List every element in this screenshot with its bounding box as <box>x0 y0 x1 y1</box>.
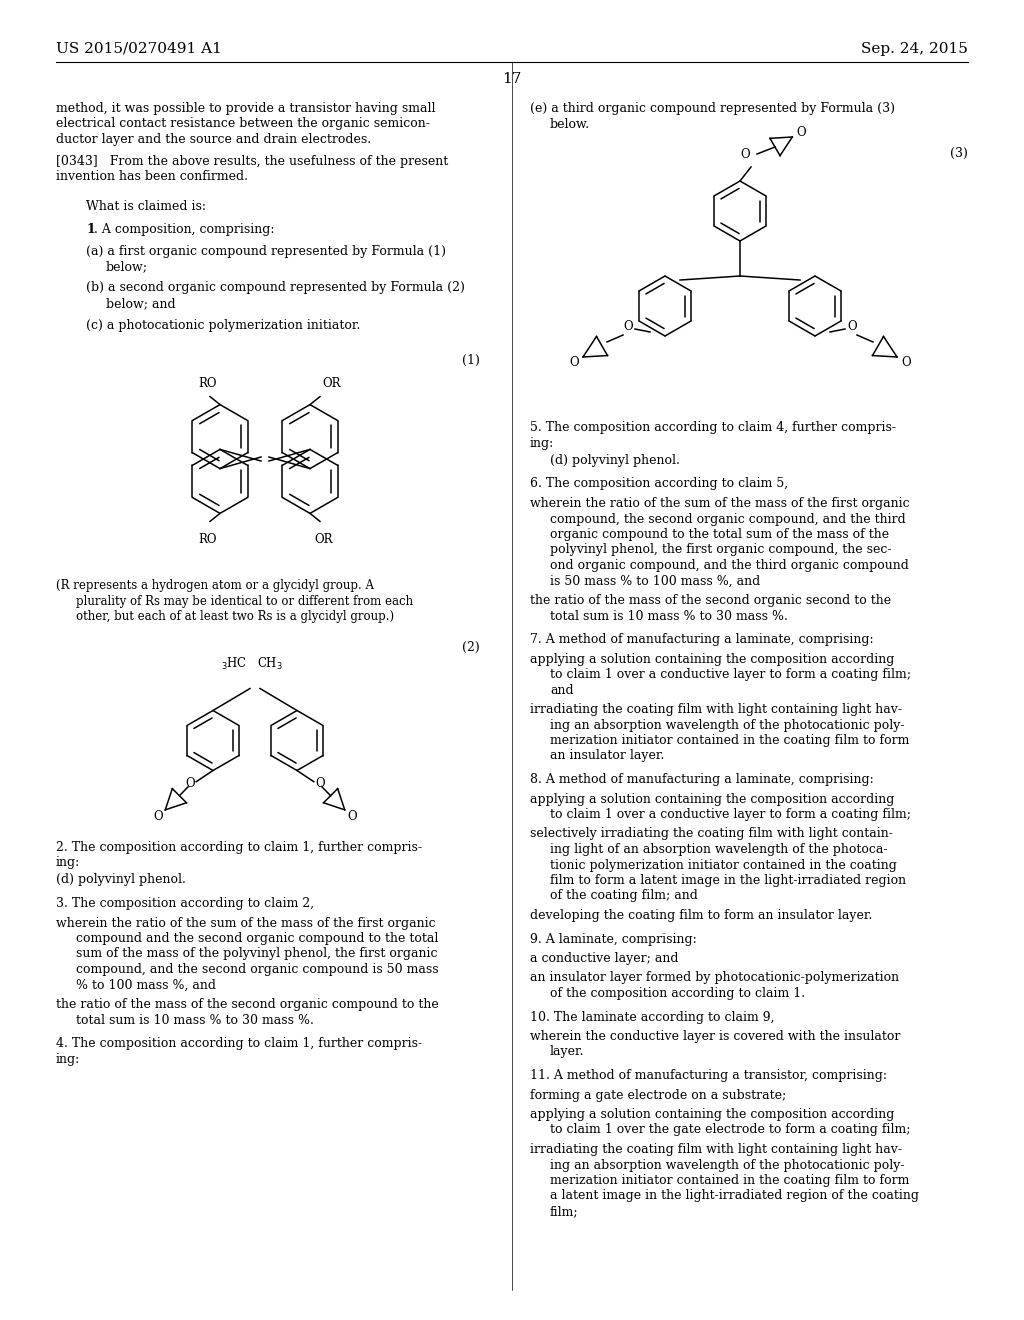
Text: $_3$HC: $_3$HC <box>221 656 247 672</box>
Text: O: O <box>624 321 633 334</box>
Text: ing:: ing: <box>56 1052 80 1065</box>
Text: 10. The laminate according to claim 9,: 10. The laminate according to claim 9, <box>530 1011 774 1023</box>
Text: film to form a latent image in the light-irradiated region: film to form a latent image in the light… <box>550 874 906 887</box>
Text: electrical contact resistance between the organic semicon-: electrical contact resistance between th… <box>56 117 430 131</box>
Text: to claim 1 over the gate electrode to form a coating film;: to claim 1 over the gate electrode to fo… <box>550 1123 910 1137</box>
Text: O: O <box>569 355 580 368</box>
Text: (d) polyvinyl phenol.: (d) polyvinyl phenol. <box>550 454 680 467</box>
Text: below;: below; <box>106 260 148 273</box>
Text: applying a solution containing the composition according: applying a solution containing the compo… <box>530 792 894 805</box>
Text: applying a solution containing the composition according: applying a solution containing the compo… <box>530 652 894 665</box>
Text: and: and <box>550 684 573 697</box>
Text: RO: RO <box>198 533 216 546</box>
Text: O: O <box>315 777 325 791</box>
Text: developing the coating film to form an insulator layer.: developing the coating film to form an i… <box>530 909 872 921</box>
Text: O: O <box>740 149 750 161</box>
Text: (d) polyvinyl phenol.: (d) polyvinyl phenol. <box>56 874 186 887</box>
Text: 8. A method of manufacturing a laminate, comprising:: 8. A method of manufacturing a laminate,… <box>530 774 873 785</box>
Text: below.: below. <box>550 117 590 131</box>
Text: other, but each of at least two Rs is a glycidyl group.): other, but each of at least two Rs is a … <box>76 610 394 623</box>
Text: US 2015/0270491 A1: US 2015/0270491 A1 <box>56 42 222 55</box>
Text: to claim 1 over a conductive layer to form a coating film;: to claim 1 over a conductive layer to fo… <box>550 808 911 821</box>
Text: 17: 17 <box>503 73 521 86</box>
Text: 1: 1 <box>86 223 95 236</box>
Text: 6. The composition according to claim 5,: 6. The composition according to claim 5, <box>530 478 788 491</box>
Text: 9. A laminate, comprising:: 9. A laminate, comprising: <box>530 932 696 945</box>
Text: % to 100 mass %, and: % to 100 mass %, and <box>76 978 216 991</box>
Text: (1): (1) <box>462 354 480 367</box>
Text: ond organic compound, and the third organic compound: ond organic compound, and the third orga… <box>550 558 909 572</box>
Text: (R represents a hydrogen atom or a glycidyl group. A: (R represents a hydrogen atom or a glyci… <box>56 579 374 591</box>
Text: 11. A method of manufacturing a transistor, comprising:: 11. A method of manufacturing a transist… <box>530 1069 887 1082</box>
Text: wherein the ratio of the sum of the mass of the first organic: wherein the ratio of the sum of the mass… <box>530 498 909 510</box>
Text: ductor layer and the source and drain electrodes.: ductor layer and the source and drain el… <box>56 133 371 147</box>
Text: total sum is 10 mass % to 30 mass %.: total sum is 10 mass % to 30 mass %. <box>76 1014 314 1027</box>
Text: merization initiator contained in the coating film to form: merization initiator contained in the co… <box>550 734 909 747</box>
Text: CH$_3$: CH$_3$ <box>257 656 283 672</box>
Text: (b) a second organic compound represented by Formula (2): (b) a second organic compound represente… <box>86 281 465 294</box>
Text: compound, the second organic compound, and the third: compound, the second organic compound, a… <box>550 512 906 525</box>
Text: 3. The composition according to claim 2,: 3. The composition according to claim 2, <box>56 898 314 909</box>
Text: a latent image in the light-irradiated region of the coating: a latent image in the light-irradiated r… <box>550 1189 919 1203</box>
Text: organic compound to the total sum of the mass of the: organic compound to the total sum of the… <box>550 528 889 541</box>
Text: the ratio of the mass of the second organic compound to the: the ratio of the mass of the second orga… <box>56 998 438 1011</box>
Text: O: O <box>901 355 910 368</box>
Text: below; and: below; and <box>106 297 176 310</box>
Text: the ratio of the mass of the second organic second to the: the ratio of the mass of the second orga… <box>530 594 891 607</box>
Text: of the composition according to claim 1.: of the composition according to claim 1. <box>550 987 805 1001</box>
Text: tionic polymerization initiator contained in the coating: tionic polymerization initiator containe… <box>550 858 897 871</box>
Text: 7. A method of manufacturing a laminate, comprising:: 7. A method of manufacturing a laminate,… <box>530 634 873 645</box>
Text: selectively irradiating the coating film with light contain-: selectively irradiating the coating film… <box>530 828 893 841</box>
Text: is 50 mass % to 100 mass %, and: is 50 mass % to 100 mass %, and <box>550 574 760 587</box>
Text: O: O <box>847 321 857 334</box>
Text: RO: RO <box>198 376 216 389</box>
Text: (a) a first organic compound represented by Formula (1): (a) a first organic compound represented… <box>86 244 446 257</box>
Text: forming a gate electrode on a substrate;: forming a gate electrode on a substrate; <box>530 1089 786 1101</box>
Text: 4. The composition according to claim 1, further compris-: 4. The composition according to claim 1,… <box>56 1038 422 1049</box>
Text: wherein the ratio of the sum of the mass of the first organic: wherein the ratio of the sum of the mass… <box>56 916 435 929</box>
Text: O: O <box>185 777 195 791</box>
Text: compound, and the second organic compound is 50 mass: compound, and the second organic compoun… <box>76 964 438 975</box>
Text: 2. The composition according to claim 1, further compris-: 2. The composition according to claim 1,… <box>56 841 422 854</box>
Text: O: O <box>797 125 806 139</box>
Text: . A composition, comprising:: . A composition, comprising: <box>94 223 274 236</box>
Text: applying a solution containing the composition according: applying a solution containing the compo… <box>530 1107 894 1121</box>
Text: plurality of Rs may be identical to or different from each: plurality of Rs may be identical to or d… <box>76 594 413 607</box>
Text: film;: film; <box>550 1205 579 1218</box>
Text: merization initiator contained in the coating film to form: merization initiator contained in the co… <box>550 1173 909 1187</box>
Text: O: O <box>347 810 356 824</box>
Text: Sep. 24, 2015: Sep. 24, 2015 <box>861 42 968 55</box>
Text: wherein the conductive layer is covered with the insulator: wherein the conductive layer is covered … <box>530 1030 900 1043</box>
Text: irradiating the coating film with light containing light hav-: irradiating the coating film with light … <box>530 704 902 715</box>
Text: to claim 1 over a conductive layer to form a coating film;: to claim 1 over a conductive layer to fo… <box>550 668 911 681</box>
Text: layer.: layer. <box>550 1045 585 1059</box>
Text: What is claimed is:: What is claimed is: <box>86 199 206 213</box>
Text: an insulator layer formed by photocationic-polymerization: an insulator layer formed by photocation… <box>530 972 899 985</box>
Text: invention has been confirmed.: invention has been confirmed. <box>56 170 248 183</box>
Text: method, it was possible to provide a transistor having small: method, it was possible to provide a tra… <box>56 102 435 115</box>
Text: (3): (3) <box>950 147 968 160</box>
Text: ing:: ing: <box>56 855 80 869</box>
Text: total sum is 10 mass % to 30 mass %.: total sum is 10 mass % to 30 mass %. <box>550 610 787 623</box>
Text: OR: OR <box>322 376 341 389</box>
Text: ing:: ing: <box>530 437 554 450</box>
Text: polyvinyl phenol, the first organic compound, the sec-: polyvinyl phenol, the first organic comp… <box>550 544 892 557</box>
Text: ing an absorption wavelength of the photocationic poly-: ing an absorption wavelength of the phot… <box>550 1159 904 1172</box>
Text: an insulator layer.: an insulator layer. <box>550 750 665 763</box>
Text: compound and the second organic compound to the total: compound and the second organic compound… <box>76 932 438 945</box>
Text: [0343]   From the above results, the usefulness of the present: [0343] From the above results, the usefu… <box>56 154 449 168</box>
Text: of the coating film; and: of the coating film; and <box>550 890 698 903</box>
Text: OR: OR <box>314 533 333 546</box>
Text: (2): (2) <box>462 640 480 653</box>
Text: 5. The composition according to claim 4, further compris-: 5. The composition according to claim 4,… <box>530 421 896 434</box>
Text: a conductive layer; and: a conductive layer; and <box>530 952 679 965</box>
Text: (c) a photocationic polymerization initiator.: (c) a photocationic polymerization initi… <box>86 318 360 331</box>
Text: sum of the mass of the polyvinyl phenol, the first organic: sum of the mass of the polyvinyl phenol,… <box>76 948 437 961</box>
Text: ing light of an absorption wavelength of the photoca-: ing light of an absorption wavelength of… <box>550 843 888 855</box>
Text: irradiating the coating film with light containing light hav-: irradiating the coating film with light … <box>530 1143 902 1156</box>
Text: (e) a third organic compound represented by Formula (3): (e) a third organic compound represented… <box>530 102 895 115</box>
Text: ing an absorption wavelength of the photocationic poly-: ing an absorption wavelength of the phot… <box>550 718 904 731</box>
Text: O: O <box>154 810 163 824</box>
